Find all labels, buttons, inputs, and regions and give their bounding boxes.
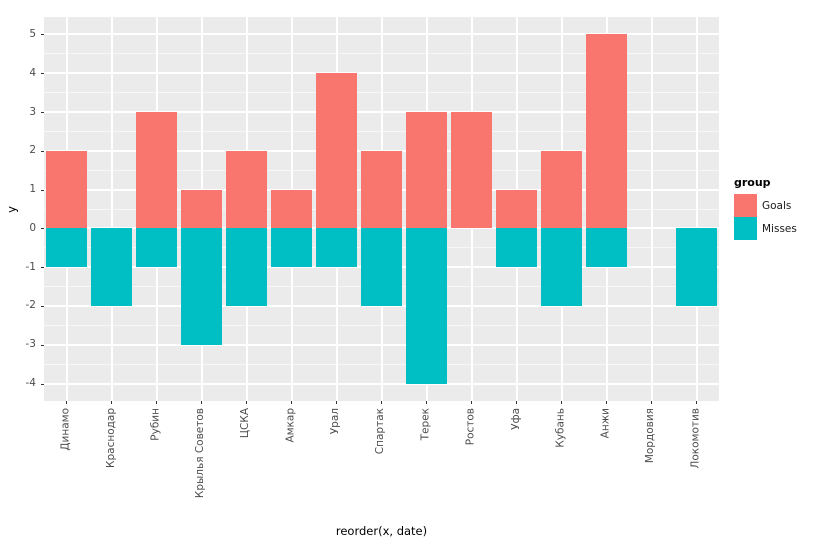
y-tick-label: 3 [29,105,36,118]
x-tick-label: Анжи [599,408,612,439]
bar-goals-8 [361,150,402,229]
bar-goals-9 [406,112,447,229]
y-axis-title: y [4,206,19,213]
legend: group Goals Misses [734,176,797,240]
x-tick-mark [66,401,67,404]
x-tick-label: Рубин [149,408,162,441]
y-axis: -4 -3 -2 -1 0 1 2 3 4 5 [0,17,44,401]
bar-misses-5 [226,228,267,306]
bar-misses-8 [361,228,402,306]
x-tick-label: Терек [419,408,432,441]
y-tick-mark [41,305,44,307]
misses-color-swatch [734,217,757,240]
y-tick-mark [41,189,44,191]
x-tick-label: Спартак [374,408,387,455]
bar-misses-4 [181,228,222,345]
goals-color-swatch [734,194,757,217]
x-tick-label: Крылья Советов [194,408,207,499]
legend-item-goals: Goals [734,194,797,217]
x-tick-label: Уфа [509,408,522,430]
bar-goals-11 [496,189,537,229]
y-tick-mark [41,228,44,230]
y-tick-label: -4 [25,377,36,390]
y-tick-mark [41,150,44,152]
x-tick-label: Кубань [554,408,567,448]
x-tick-mark [471,401,472,404]
x-tick-mark [651,401,652,404]
bar-misses-6 [271,228,312,268]
x-tick-label: Краснодар [104,408,117,468]
legend-item-label: Goals [762,199,792,212]
y-tick-mark [41,344,44,346]
y-tick-label: 1 [29,183,36,196]
x-tick-label: ЦСКА [239,408,252,439]
bar-goals-7 [316,73,357,229]
x-tick-mark [606,401,607,404]
x-tick-label: Мордовия [644,408,657,464]
legend-title: group [734,176,771,189]
legend-item-misses: Misses [734,217,797,240]
y-tick-mark [41,34,44,36]
x-tick-label: Динамо [59,408,72,451]
plot-panel [44,17,719,401]
x-axis: Динамо Краснодар Рубин Крылья Советов ЦСКА Ам… [44,401,719,531]
y-tick-label: 2 [29,144,36,157]
bar-misses-11 [496,228,537,268]
bar-goals-5 [226,150,267,229]
bar-goals-3 [136,112,177,229]
y-tick-mark [41,267,44,269]
y-tick-mark [41,112,44,114]
y-tick-label: -1 [25,260,36,273]
x-tick-label: Ростов [464,408,477,446]
x-tick-mark [696,401,697,404]
x-tick-mark [291,401,292,404]
bar-goals-6 [271,189,312,229]
bar-misses-1 [46,228,87,268]
bar-misses-13 [586,228,627,268]
bar-misses-15 [676,228,717,306]
x-tick-mark [336,401,337,404]
x-tick-mark [426,401,427,404]
x-tick-label: Урал [329,408,342,435]
vertical-gridline [695,17,698,401]
bar-goals-4 [181,189,222,229]
vertical-gridline [110,17,113,401]
bar-goals-10 [451,112,492,229]
bar-misses-12 [541,228,582,306]
bar-misses-2 [91,228,132,306]
x-tick-mark [201,401,202,404]
x-tick-label: Локомотив [689,408,702,469]
x-tick-mark [561,401,562,404]
legend-item-label: Misses [762,222,797,235]
x-tick-mark [516,401,517,404]
bar-misses-7 [316,228,357,268]
y-tick-label: 4 [29,66,36,79]
bar-goals-1 [46,150,87,229]
y-tick-mark [41,383,44,385]
y-tick-mark [41,73,44,75]
y-tick-label: 5 [29,27,36,40]
bar-goals-13 [586,34,627,229]
bar-goals-12 [541,150,582,229]
y-tick-label: -2 [25,299,36,312]
x-tick-label: Амкар [284,408,297,443]
bar-misses-3 [136,228,177,268]
x-tick-mark [381,401,382,404]
bar-misses-9 [406,228,447,384]
y-tick-label: -3 [25,338,36,351]
x-tick-mark [111,401,112,404]
vertical-gridline [650,17,653,401]
x-tick-mark [246,401,247,404]
y-tick-label: 0 [29,221,36,234]
x-axis-title: reorder(x, date) [335,524,428,538]
x-tick-mark [156,401,157,404]
